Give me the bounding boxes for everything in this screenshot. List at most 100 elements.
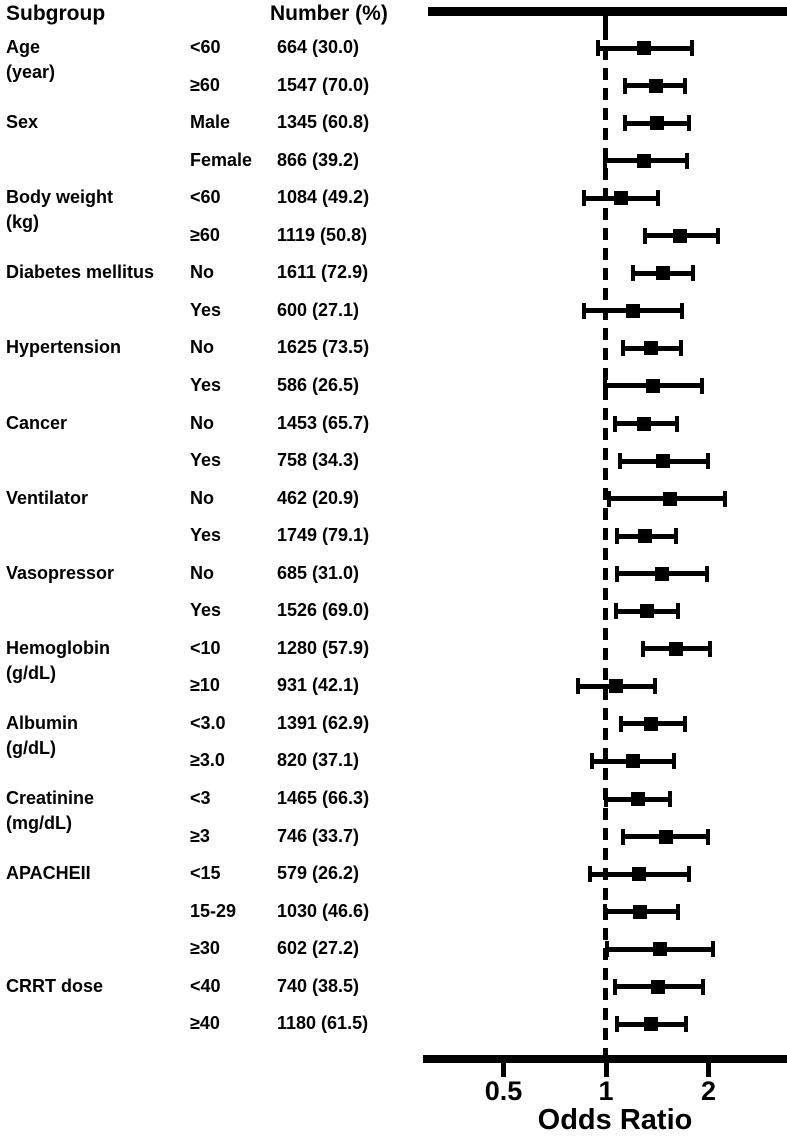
x-axis-title: Odds Ratio [537,1104,693,1136]
ci-cap-low [596,40,601,56]
row-category-label: ≥40 [190,1013,220,1034]
row-number-label: 820 (37.1) [277,750,360,771]
ci-cap-high [705,565,709,582]
row-category-label: Yes [190,600,222,621]
top-axis-rule [428,7,787,16]
row-category-label: ≥30 [190,938,220,959]
ci-cap-low [614,603,618,620]
reference-line-top-tick [603,16,608,28]
row-subgroup-label: Ventilator [6,486,88,511]
ci-cap-high [667,791,672,807]
ci-cap-high [686,115,691,132]
row-number-label: 600 (27.1) [277,299,360,320]
row-number-label: 1119 (50.8) [277,224,368,245]
odds-ratio-point [668,641,683,656]
row-subgroup-label: Age (year) [6,35,55,85]
row-subgroup-label-line: Sex [6,112,39,133]
odds-ratio-point [658,829,673,844]
ci-cap-low [619,715,624,732]
x-axis-tick-label: 1 [598,1076,614,1106]
ci-cap-high [674,528,679,545]
ci-cap-high [686,866,691,883]
ci-cap-high [678,340,683,357]
ci-cap-high [679,302,684,319]
ci-cap-low [590,753,595,770]
row-category-label: No [190,412,214,433]
row-number-label: 1084 (49.2) [277,187,370,208]
ci-cap-high [699,377,704,394]
x-axis-tick-label: 0.5 [484,1076,523,1106]
ci-cap-high [652,678,657,695]
ci-cap-low [588,866,593,883]
row-category-label: <40 [190,975,221,996]
row-category-label: <3.0 [190,712,226,733]
row-number-label: 1526 (69.0) [277,600,370,621]
row-number-label: 1345 (60.8) [277,112,370,133]
row-category-label: 15-29 [190,900,237,921]
row-subgroup-label: Cancer [6,411,67,436]
odds-ratio-point [673,228,688,243]
row-subgroup-label-line: (year) [6,62,56,82]
row-number-label: 664 (30.0) [277,37,360,57]
row-number-label: 746 (33.7) [277,825,360,846]
ci-cap-low [615,565,620,582]
column-header-subgroup: Subgroup [6,2,106,25]
ci-cap-low [615,528,620,545]
ci-cap-low [602,903,607,920]
row-category-label: ≥60 [190,224,220,245]
row-category-label: Yes [190,450,222,471]
row-category-label: No [190,337,214,358]
row-subgroup-label-line: Cancer [6,412,68,433]
row-category-label: <60 [190,37,221,57]
ci-cap-high [676,603,681,620]
row-category-label: ≥10 [190,675,220,696]
odds-ratio-point [625,754,640,769]
row-category-label: No [190,562,214,583]
row-subgroup-label: Hypertension [6,335,121,360]
reference-dashed-line [603,28,608,1055]
ci-cap-low [606,490,611,507]
row-number-label: 1611 (72.9) [277,262,369,283]
row-category-label: Yes [190,299,222,320]
ci-cap-high [684,1016,689,1033]
ci-cap-high [690,265,695,282]
odds-ratio-point [630,792,645,806]
ci-cap-low [612,978,617,995]
row-category-label: <60 [190,187,221,208]
ci-cap-low [623,77,628,94]
ci-cap-low [620,828,625,845]
ci-cap-low [581,190,586,207]
row-subgroup-label: APACHEII [6,861,91,886]
odds-ratio-point [662,491,677,506]
row-subgroup-label: Hemoglobin (g/dL) [6,636,110,686]
ci-cap-low [604,791,608,807]
odds-ratio-point [649,116,664,131]
row-subgroup-label-line: CRRT dose [6,975,104,996]
ci-cap-low [581,302,586,319]
odds-ratio-point [637,529,652,544]
row-subgroup-label-line: Albumin [6,712,78,733]
x-axis-tick [706,1063,711,1077]
row-category-label: Yes [190,525,222,546]
row-number-label: 579 (26.2) [277,863,360,884]
odds-ratio-point [655,454,670,469]
row-number-label: 1547 (70.0) [277,74,370,95]
odds-ratio-point [648,78,663,93]
ci-cap-high [705,453,710,470]
ci-cap-high [690,40,695,56]
ci-cap-high [701,978,706,995]
odds-ratio-point [650,979,665,994]
row-subgroup-label-line: (g/dL) [6,737,56,758]
odds-ratio-point [644,716,659,731]
row-subgroup-label: Creatinine (mg/dL) [6,786,94,836]
row-subgroup-label: Body weight (kg) [6,185,113,235]
ci-cap-low [620,340,625,357]
row-subgroup-label: Vasopressor [6,561,114,586]
row-number-label: 1625 (73.5) [277,337,370,358]
row-number-label: 1465 (66.3) [277,788,370,808]
row-number-label: 462 (20.9) [277,487,360,508]
odds-ratio-point [636,153,651,168]
bottom-axis-rule [423,1055,787,1063]
ci-cap-high [685,152,690,169]
